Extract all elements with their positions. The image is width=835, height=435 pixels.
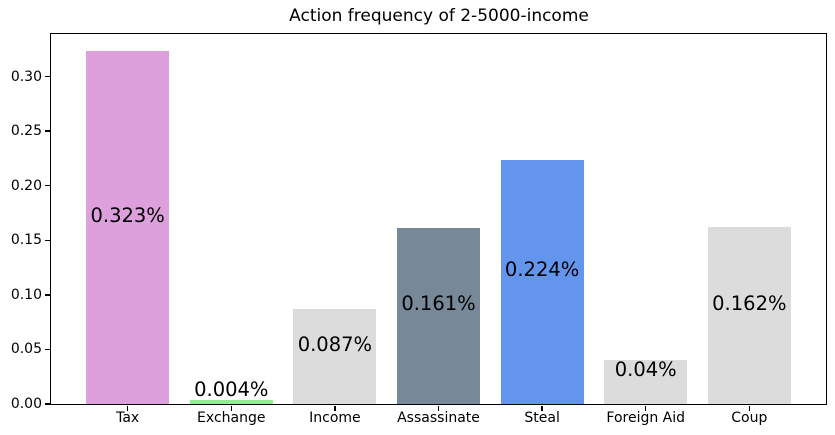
x-axis-tick-mark <box>334 406 336 411</box>
x-axis-tick-mark <box>645 406 647 411</box>
bar-tax <box>86 51 170 404</box>
bar-value-label-coup: 0.162% <box>712 291 787 315</box>
y-tick-label-0-15: 0.15 <box>10 232 42 249</box>
y-axis-tick-mark <box>44 130 50 132</box>
x-axis-tick-mark <box>748 406 751 411</box>
y-axis-tick-mark <box>44 75 50 78</box>
y-axis-tick-mark <box>44 403 50 405</box>
plot-area: 0.323% Tax 0.004% Exchange 0.087% Income 0.161… <box>11 33 827 426</box>
x-tick-label-foreign-aid: Foreign Aid <box>606 410 686 426</box>
bar-coup <box>707 227 791 404</box>
y-axis-tick-mark <box>44 294 50 296</box>
bar-value-label-tax: 0.323% <box>90 203 165 227</box>
x-tick-label-exchange: Exchange <box>197 410 266 426</box>
y-axis-tick-mark <box>44 239 50 241</box>
x-tick-label-coup: Coup <box>731 410 768 426</box>
x-tick-label-tax: Tax <box>116 410 140 426</box>
x-tick-label-assassinate: Assassinate <box>397 410 480 426</box>
bar-value-label-steal: 0.224% <box>504 257 580 281</box>
y-tick-label-0-10: 0.10 <box>10 286 42 303</box>
chart-title: Action frequency of 2-5000-income <box>289 6 589 26</box>
bar-steal <box>500 159 584 404</box>
bar-value-label-income: 0.087% <box>297 332 373 356</box>
bar-value-label-foreign-aid: 0.04% <box>614 358 677 382</box>
x-tick-label-income: Income <box>309 410 361 426</box>
x-axis-tick-mark <box>126 406 129 411</box>
x-axis-tick-mark <box>230 406 232 411</box>
bar-value-label-exchange: 0.004% <box>194 377 269 401</box>
x-axis-tick-mark <box>437 406 440 411</box>
bar-income <box>293 309 377 404</box>
x-axis-tick-mark <box>541 406 543 411</box>
y-axis-tick-mark <box>44 185 50 187</box>
y-tick-label-0-00: 0.00 <box>10 396 42 412</box>
bar-value-label-assassinate: 0.161% <box>401 292 476 316</box>
bar-assassinate <box>397 228 480 404</box>
y-tick-label-0-25: 0.25 <box>10 123 42 140</box>
y-tick-label-0-05: 0.05 <box>10 341 42 358</box>
y-axis-tick-mark <box>44 348 50 351</box>
y-tick-label-0-20: 0.20 <box>10 177 42 194</box>
y-tick-label-0-30: 0.30 <box>10 68 42 85</box>
bar-foreign-aid <box>604 360 688 404</box>
bar-exchange <box>189 399 273 404</box>
x-tick-label-steal: Steal <box>524 410 560 426</box>
